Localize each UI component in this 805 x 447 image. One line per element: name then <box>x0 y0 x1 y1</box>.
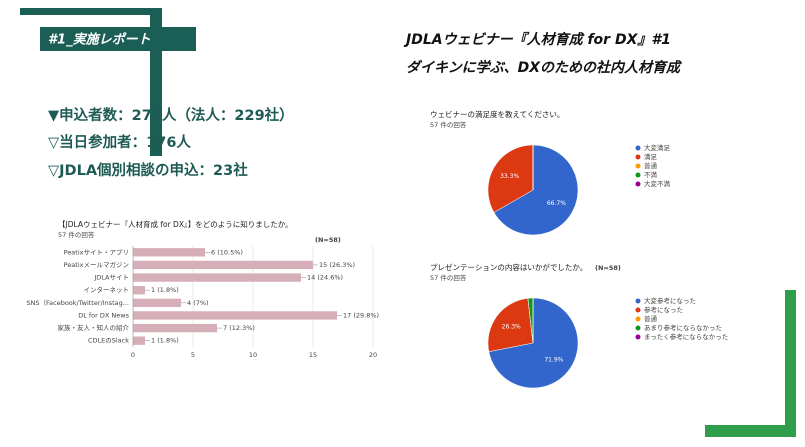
bracket-right <box>785 290 796 437</box>
bar <box>133 286 145 295</box>
x-tick-label: 15 <box>309 351 317 359</box>
chart-subtitle: 57 件の回答 <box>58 230 95 239</box>
bar <box>133 323 217 333</box>
value-label: 15 (26.3%) <box>319 261 355 269</box>
slice-label: 26.3% <box>502 324 521 331</box>
bar <box>133 311 337 320</box>
bar <box>133 248 205 257</box>
legend-swatch <box>635 145 641 151</box>
chart-title: 【JDLAウェビナー『人材育成 for DX』】をどのように知りましたか。 <box>58 219 293 229</box>
legend-label: 普通 <box>644 161 658 170</box>
slice-label: 71.9% <box>544 357 563 364</box>
bar <box>133 298 181 307</box>
subtitle: ダイキンに学ぶ、DXのための社内人材育成 <box>406 59 683 76</box>
legend-label: 大変不満 <box>644 179 671 188</box>
legend-swatch <box>635 334 641 340</box>
legend-label: 参考になった <box>644 305 683 314</box>
bar <box>133 273 301 282</box>
chart-title: プレゼンテーションの内容はいかがでしたか。 <box>430 262 587 272</box>
x-tick-label: 0 <box>131 351 135 359</box>
value-label: 7 (12.3%) <box>223 324 255 332</box>
category-label: SNS（Facebook/Twitter/Instag... <box>26 299 129 307</box>
category-label: DL for DX News <box>78 311 129 319</box>
chart-title: ウェビナーの満足度を教えてください。 <box>430 109 564 119</box>
pie-slice <box>493 144 579 236</box>
category-label: Peatixサイト・アプリ <box>64 248 129 256</box>
pie-slice <box>487 298 534 353</box>
value-label: 1 (1.8%) <box>151 286 179 294</box>
bar <box>133 336 145 345</box>
slice-label: 33.3% <box>500 173 519 180</box>
category-label: Peatixメールマガジン <box>64 260 129 269</box>
legend-swatch <box>635 298 641 304</box>
stat: ▽JDLA個別相談の申込：23社 <box>48 161 248 179</box>
legend-swatch <box>635 181 641 187</box>
legend-label: 大変参考になった <box>644 296 696 305</box>
slice-label: 66.7% <box>547 200 566 207</box>
tag-box <box>40 27 196 51</box>
chart-subtitle: 57 件の回答 <box>430 273 467 282</box>
legend-swatch <box>635 325 641 331</box>
legend-label: まったく参考にならなかった <box>644 332 728 341</box>
category-label: 家族・友人・知人の紹介 <box>58 323 130 332</box>
bar <box>133 260 313 270</box>
pie-slice <box>488 297 579 389</box>
annotation: (N=58) <box>315 236 341 244</box>
x-tick-label: 20 <box>369 351 377 359</box>
bracket-top <box>20 8 162 15</box>
legend-label: 大変満足 <box>644 143 671 152</box>
x-tick-label: 5 <box>191 351 195 359</box>
legend-label: 普通 <box>644 314 658 323</box>
legend-swatch <box>635 163 641 169</box>
category-label: JDLAサイト <box>93 274 129 282</box>
annotation: (N=58) <box>595 264 621 272</box>
legend-swatch <box>635 307 641 313</box>
legend-swatch <box>635 154 641 160</box>
legend-label: 満足 <box>644 153 658 161</box>
stat: ▼申込者数：272人（法人：229社） <box>48 106 294 124</box>
chart-subtitle: 57 件の回答 <box>430 120 467 129</box>
legend-swatch <box>635 316 641 322</box>
x-tick-label: 10 <box>249 351 257 359</box>
legend-swatch <box>635 172 641 178</box>
value-label: 14 (24.6%) <box>307 274 343 282</box>
bracket-bottom <box>705 425 796 437</box>
pie-slice <box>487 144 534 213</box>
tag: #1_実施レポート <box>48 32 151 48</box>
legend-label: あまり参考にならなかった <box>644 323 722 332</box>
legend-label: 不満 <box>644 171 658 179</box>
value-label: 1 (1.8%) <box>151 337 179 345</box>
value-label: 4 (7%) <box>187 299 209 307</box>
title: JDLAウェビナー『人材育成 for DX』#1 <box>403 31 671 48</box>
value-label: 6 (10.5%) <box>211 248 243 256</box>
category-label: インターネット <box>84 285 130 294</box>
category-label: CDLEのSlack <box>88 337 129 345</box>
value-label: 17 (29.8%) <box>343 311 379 319</box>
stat: ▽当日参加者：176人 <box>48 133 191 151</box>
